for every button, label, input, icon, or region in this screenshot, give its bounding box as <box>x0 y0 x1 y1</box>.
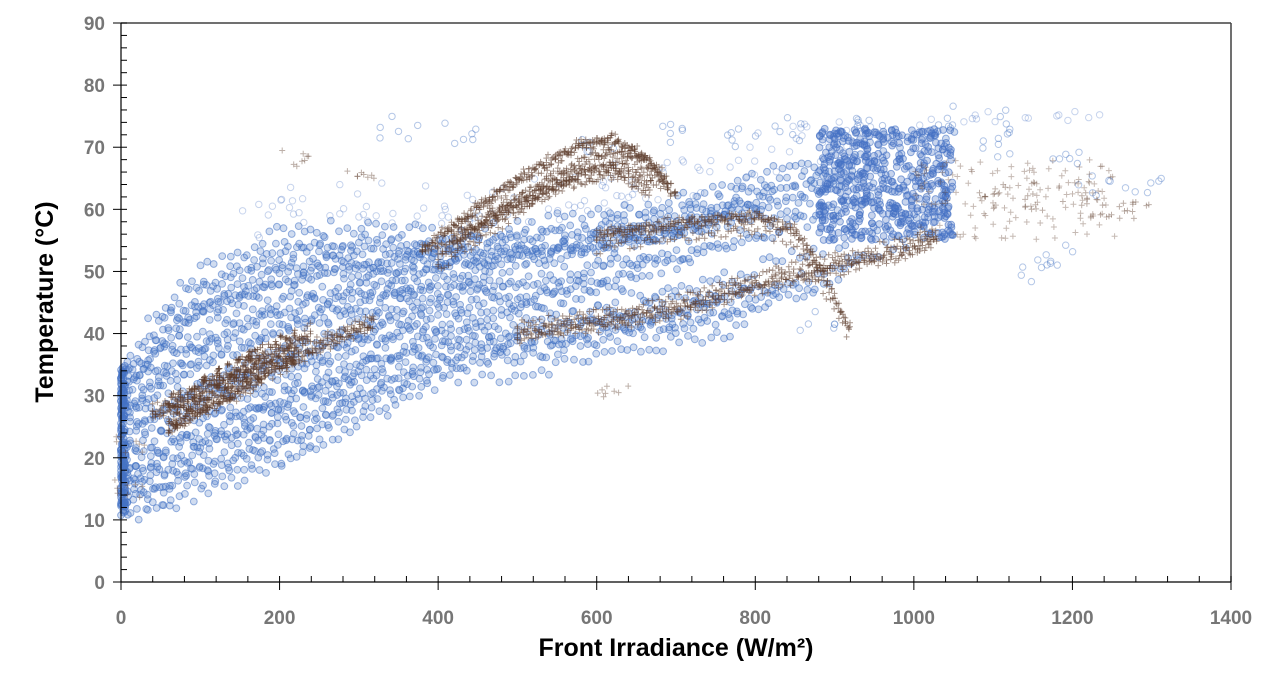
x-tick-label: 1200 <box>1051 608 1093 629</box>
x-tick-label: 600 <box>581 608 613 629</box>
y-axis-title: Temperature (°C) <box>31 201 59 402</box>
x-tick-label: 0 <box>116 608 127 629</box>
y-tick-label: 30 <box>84 387 105 408</box>
x-tick-label: 1000 <box>893 608 935 629</box>
y-tick-label: 50 <box>84 262 105 283</box>
x-tick-label: 1400 <box>1210 608 1252 629</box>
x-axis-title: Front Irradiance (W/m²) <box>538 634 813 662</box>
y-tick-label: 60 <box>84 200 105 221</box>
y-tick-label: 0 <box>94 573 105 594</box>
chart-axes <box>113 22 1232 590</box>
y-tick-label: 70 <box>84 138 105 159</box>
y-tick-label: 20 <box>84 449 105 470</box>
x-tick-label: 200 <box>264 608 296 629</box>
tick-labels: 0 10 20 30 40 50 60 70 80 90 0 200 400 600 800 1000 1200… <box>84 14 1252 629</box>
brown-plus-series <box>111 130 1152 501</box>
y-tick-label: 40 <box>84 325 105 346</box>
y-tick-label: 10 <box>84 511 105 532</box>
x-tick-label: 800 <box>739 608 771 629</box>
x-tick-label: 400 <box>422 608 454 629</box>
y-tick-label: 90 <box>84 14 105 35</box>
y-tick-label: 80 <box>84 76 105 97</box>
